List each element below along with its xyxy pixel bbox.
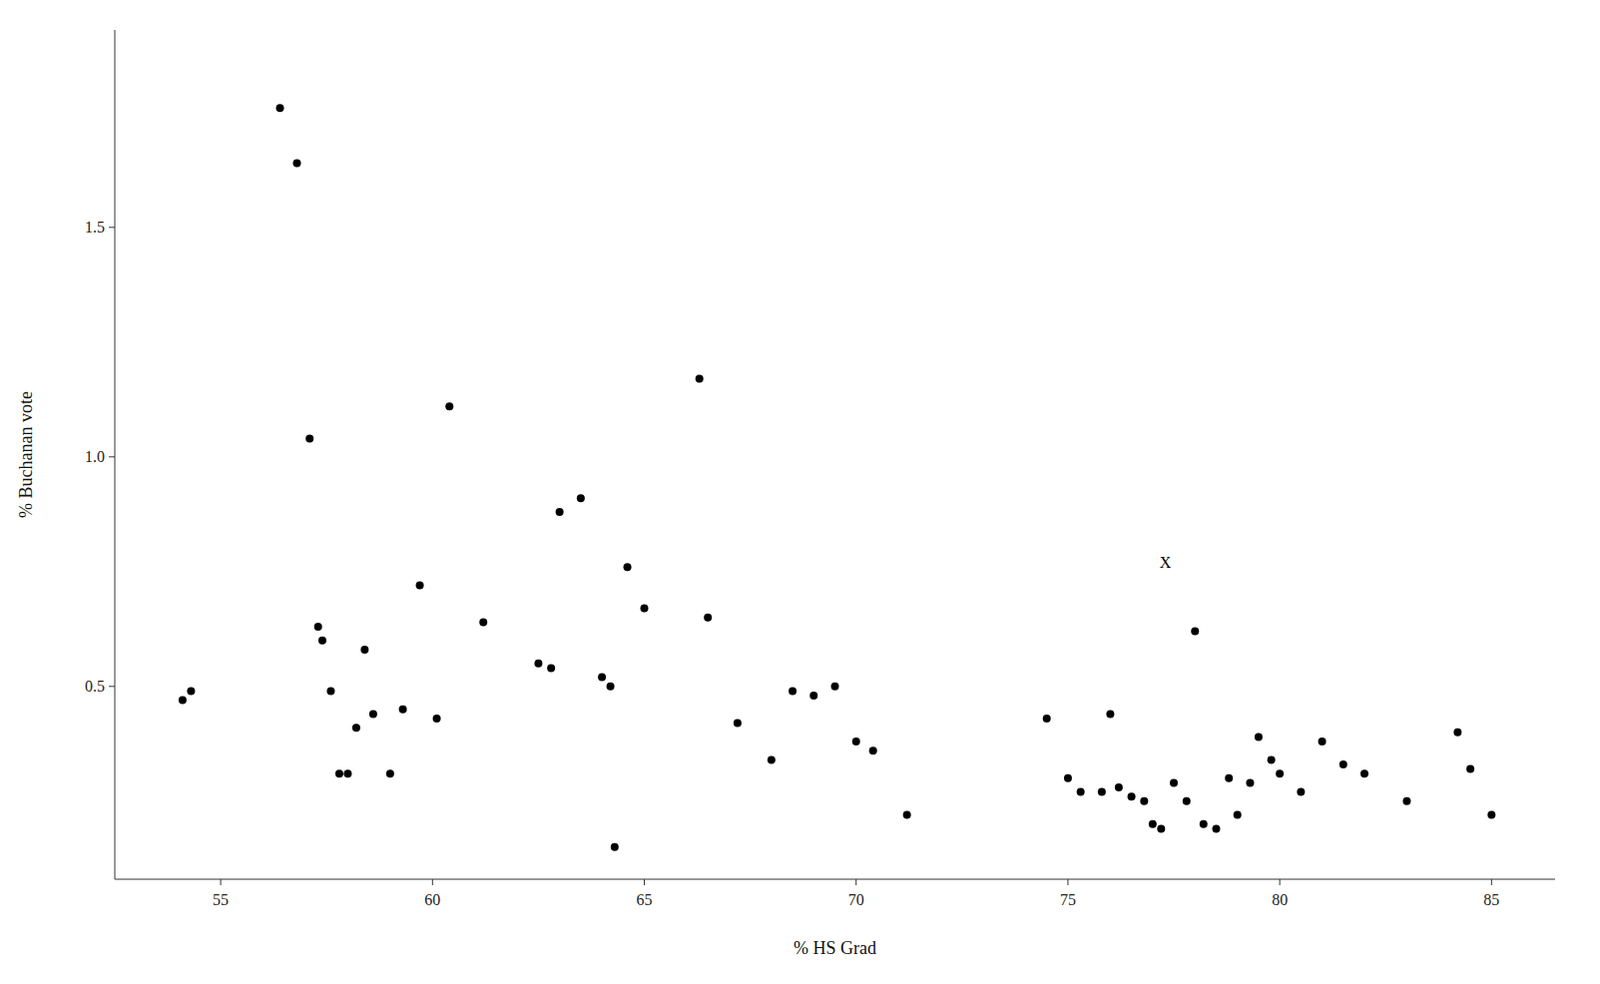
point — [369, 709, 378, 718]
point — [831, 682, 840, 691]
point — [479, 617, 488, 626]
point — [1360, 769, 1369, 778]
point — [1224, 774, 1233, 783]
x-axis-label: % HS Grad — [793, 938, 877, 959]
axes: 55 60 65 70 75 80 85 0.5 1.0 1.5 — [84, 29, 1556, 909]
y-tick — [108, 456, 115, 458]
point — [360, 645, 369, 654]
point — [445, 402, 454, 411]
point — [433, 714, 442, 723]
point — [1466, 765, 1475, 774]
x-tick-label: 75 — [1060, 891, 1076, 909]
x-tick-label: 65 — [636, 891, 653, 909]
point — [1064, 774, 1072, 783]
point — [852, 737, 861, 746]
x-tick-label: 85 — [1483, 891, 1500, 909]
point — [1114, 783, 1123, 792]
point — [335, 769, 344, 778]
point — [416, 581, 425, 590]
y-axis-line — [114, 29, 116, 880]
x-tick — [643, 879, 645, 886]
point — [1296, 788, 1305, 797]
point — [1402, 797, 1411, 806]
point — [788, 686, 797, 695]
point — [546, 663, 555, 672]
x-tick-label: 70 — [848, 891, 865, 909]
point — [314, 622, 323, 631]
point — [703, 613, 712, 622]
point — [1190, 627, 1199, 636]
x-tick — [1491, 879, 1493, 886]
point — [1199, 820, 1208, 829]
point — [1105, 709, 1114, 718]
point — [1156, 824, 1165, 833]
point — [1076, 788, 1085, 797]
y-tick-label: 1.0 — [84, 448, 105, 466]
point — [1139, 797, 1148, 806]
y-tick-label: 1.5 — [84, 218, 105, 236]
background — [0, 0, 1600, 984]
x-tick — [855, 879, 857, 886]
point — [1254, 732, 1263, 741]
point — [555, 508, 564, 517]
point — [695, 375, 704, 384]
point — [326, 686, 335, 695]
x-tick — [432, 879, 434, 886]
point — [1211, 824, 1220, 833]
point — [1453, 728, 1462, 737]
point — [623, 562, 632, 571]
point — [1127, 792, 1136, 801]
point — [292, 158, 301, 167]
point — [186, 686, 195, 695]
point — [809, 691, 818, 700]
point — [1275, 769, 1284, 778]
y-tick — [108, 226, 115, 228]
point — [1169, 778, 1178, 787]
x-tick-label: 55 — [212, 891, 229, 909]
chart: 55 60 65 70 75 80 85 0.5 1.0 1.5 % HS Grad % Buchan… — [0, 0, 1600, 984]
point — [869, 746, 878, 755]
point — [533, 659, 542, 668]
y-tick — [108, 685, 115, 687]
point — [305, 434, 314, 443]
y-tick-label: 0.5 — [84, 677, 105, 695]
point — [1148, 820, 1157, 829]
point — [1267, 755, 1276, 764]
point — [276, 103, 285, 112]
point — [1339, 760, 1348, 769]
point — [1318, 737, 1327, 746]
point — [178, 696, 187, 705]
point — [1182, 797, 1191, 806]
point — [733, 719, 742, 728]
point — [352, 723, 361, 732]
point — [597, 673, 606, 682]
point — [1245, 778, 1254, 787]
point — [576, 494, 585, 503]
x-tick-label: 60 — [424, 891, 441, 909]
x-axis-line — [114, 879, 1556, 881]
point — [610, 843, 619, 852]
points — [178, 103, 1496, 852]
x-tick — [1279, 879, 1281, 886]
point — [1487, 811, 1496, 820]
annotation: X — [1159, 553, 1172, 571]
y-axis-label: % Buchanan vote — [15, 391, 36, 519]
point — [640, 604, 649, 613]
annotations: X — [1159, 553, 1172, 571]
point — [903, 811, 912, 820]
point — [386, 769, 395, 778]
point — [318, 636, 327, 645]
x-tick — [1066, 879, 1068, 886]
point — [1233, 811, 1242, 820]
point — [343, 769, 352, 778]
point — [399, 705, 408, 714]
point — [606, 682, 615, 691]
point — [767, 755, 776, 764]
point — [1097, 788, 1106, 797]
x-tick — [220, 879, 222, 886]
x-tick-label: 80 — [1271, 891, 1288, 909]
point — [1043, 714, 1052, 723]
